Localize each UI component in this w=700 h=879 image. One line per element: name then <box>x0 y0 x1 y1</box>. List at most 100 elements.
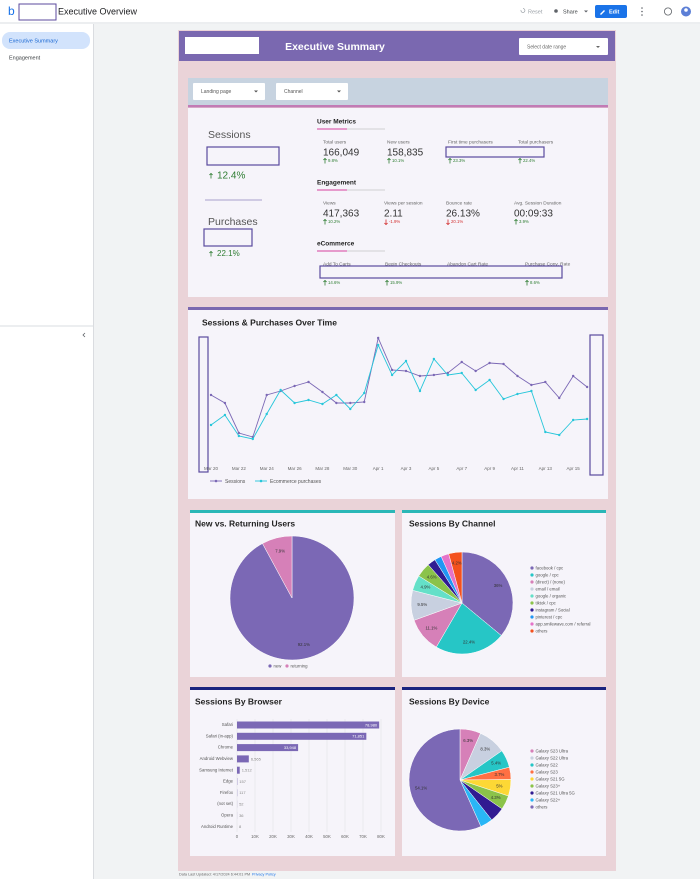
series-point <box>279 388 282 392</box>
series-point <box>460 360 463 364</box>
trend-arrow <box>518 157 522 164</box>
edit-label[interactable]: Edit <box>609 9 620 15</box>
metric-change: 20.1% <box>451 219 463 224</box>
filter-dropdown[interactable] <box>276 83 348 100</box>
legend-marker <box>530 805 534 809</box>
chart-panel <box>188 307 608 499</box>
series-point <box>335 401 338 405</box>
header-logo-redacted <box>185 37 259 54</box>
legend-label: (direct) / (none) <box>536 579 566 584</box>
kpi-highlight-label: Purchases <box>208 216 258 228</box>
x-tick-label: Apr 1 <box>373 466 384 471</box>
legend-label: Galaxy S23+ <box>536 783 561 788</box>
metric-change: 10.2% <box>328 219 340 224</box>
metric-value: 417,363 <box>323 209 360 220</box>
metric-change: 8.6% <box>530 280 540 285</box>
y-tick-label: Android Runtime <box>201 824 234 829</box>
x-tick-label: 70K <box>359 834 367 839</box>
footer-privacy[interactable]: Privacy Policy <box>252 873 276 877</box>
series-point <box>488 378 491 382</box>
slice-label: 92.1% <box>298 642 310 647</box>
collapse-icon[interactable] <box>82 332 86 338</box>
filter-label[interactable]: Landing page <box>201 89 232 95</box>
filter-label[interactable]: Channel <box>284 89 303 95</box>
series-point <box>516 374 519 378</box>
bar-value-label: 6,565 <box>251 756 262 761</box>
metric-label: Begin Checkouts <box>385 261 422 267</box>
series-point <box>502 397 505 401</box>
share-button[interactable] <box>550 5 590 18</box>
metric-change: 23.3% <box>453 158 465 163</box>
legend-label: Galaxy S22 <box>536 762 559 767</box>
legend-label: instagram / Social <box>536 607 570 612</box>
section-title: Engagement <box>317 180 357 187</box>
metric-label: Avg. Session Duration <box>514 200 562 206</box>
edit-button[interactable] <box>595 5 627 18</box>
series-point <box>544 380 547 384</box>
series-point <box>237 434 241 438</box>
trend-arrow <box>323 218 327 225</box>
series-point <box>544 430 547 434</box>
help-icon[interactable] <box>664 7 673 16</box>
date-range-label[interactable]: Select date range <box>527 44 566 50</box>
metric-redacted <box>319 265 563 279</box>
legend-marker <box>530 791 534 795</box>
legend-marker <box>530 587 534 591</box>
series-point <box>321 390 324 394</box>
more-icon[interactable] <box>641 10 643 13</box>
nav-item[interactable]: Engagement <box>9 55 41 61</box>
pie-slice <box>435 602 502 655</box>
x-tick-label: Apr 11 <box>511 466 524 471</box>
slice-label: 6.3% <box>463 738 473 743</box>
panel-stripe <box>190 510 395 513</box>
x-tick-label: 60K <box>341 834 349 839</box>
axis-redacted <box>589 334 604 476</box>
kpi-value-redacted <box>203 228 253 247</box>
more-icon[interactable] <box>641 14 643 16</box>
legend-marker <box>530 566 534 570</box>
series-point <box>349 401 352 405</box>
x-tick-label: Apr 5 <box>428 466 439 471</box>
legend-label: Sessions <box>225 479 246 485</box>
series-point <box>432 357 436 361</box>
x-tick-label: 10K <box>251 834 259 839</box>
legend-label: others <box>536 804 548 809</box>
bar-value-label: 52 <box>239 801 244 806</box>
series-point <box>488 361 491 365</box>
report-title: Executive Summary <box>285 41 385 53</box>
bar <box>237 721 380 729</box>
nav-item[interactable]: Executive Summary <box>9 38 58 44</box>
series-line <box>210 336 588 438</box>
y-tick-label: Firefox <box>220 790 234 795</box>
trend-arrow <box>387 157 391 164</box>
metric-redacted <box>445 146 545 158</box>
trend-arrow <box>385 279 389 286</box>
top-bar <box>0 0 700 23</box>
series-point <box>390 368 394 372</box>
y-tick-label: Edge <box>223 779 234 784</box>
nav-selected[interactable] <box>2 32 90 49</box>
slice-label: 4.3% <box>491 795 501 800</box>
x-tick-label: Mar 22 <box>232 466 247 471</box>
edit-icon <box>600 10 605 15</box>
date-range-control[interactable] <box>519 38 608 55</box>
series-line <box>210 343 588 440</box>
filter-caret <box>254 90 258 93</box>
reset-button[interactable]: Reset <box>528 9 543 15</box>
series-point <box>363 400 366 404</box>
x-tick-label: Mar 26 <box>288 466 303 471</box>
share-label[interactable]: Share <box>563 9 578 15</box>
more-icon[interactable] <box>641 7 643 9</box>
metric-change: 3.9% <box>519 219 529 224</box>
series-point <box>223 401 227 405</box>
app-title: Executive Overview <box>58 6 138 16</box>
x-tick-label: 20K <box>269 834 277 839</box>
filter-dropdown[interactable] <box>193 83 265 100</box>
x-tick-label: Apr 15 <box>567 466 581 471</box>
avatar-head <box>684 8 688 12</box>
kpi-highlight-change: 22.1% <box>217 249 240 258</box>
series-point <box>446 373 450 377</box>
y-tick-label: (not set) <box>217 801 233 806</box>
legend-marker <box>530 573 534 577</box>
reset-icon <box>520 8 526 13</box>
